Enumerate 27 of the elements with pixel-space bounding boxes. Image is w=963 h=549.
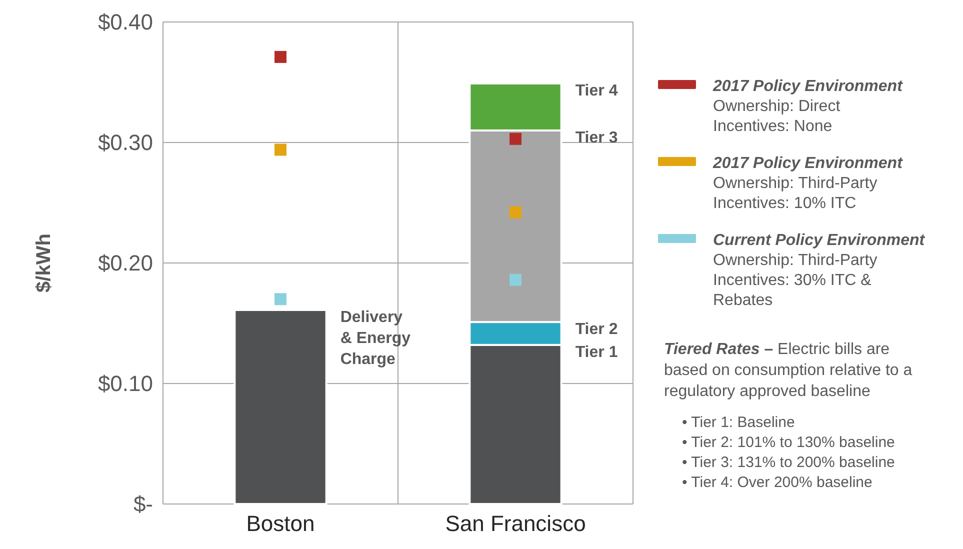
y-tick-label: $0.30 [98,130,153,156]
x-tick-label: San Francisco [445,511,586,536]
legend-label: Current Policy Environment Ownership: Third-Party Incentives: 30% ITC & Rebates [713,232,926,309]
y-axis-title: $/kWh [33,234,55,292]
y-tick-label: $0.40 [98,10,153,35]
text: • Tier 2: 101% to 130% baseline [682,434,895,451]
series-label: Tier 4 [575,82,618,100]
series-label: Tier 3 [575,129,618,146]
y-tick-label: $- [133,492,153,517]
point [510,206,522,218]
point [510,274,522,286]
y-tick-label: $0.20 [98,250,153,276]
point [274,50,286,63]
series-label: Tier 1 [575,344,618,361]
point [510,132,522,145]
text: • Tier 3: 131% to 200% baseline [682,454,895,471]
text: • Tier 4: Over 200% baseline [682,474,872,491]
point [274,293,286,306]
y-tick-label: $0.10 [98,371,153,396]
series-label: Tier 2 [575,321,618,338]
point [274,144,286,156]
text: Tiered Rates – Electric bills are based on consumption relative to a regulatory approved baseline [664,341,912,400]
x-tick-label: Boston [246,511,315,536]
text: • Tier 1: Baseline [682,414,795,431]
series-label: Delivery & Energy Charge [340,308,411,368]
legend-label: 2017 Policy Environment Ownership: Direct Incentives: None [712,78,904,135]
legend-label: 2017 Policy Environment Ownership: Third-Party Incentives: 10% ITC [712,155,904,212]
